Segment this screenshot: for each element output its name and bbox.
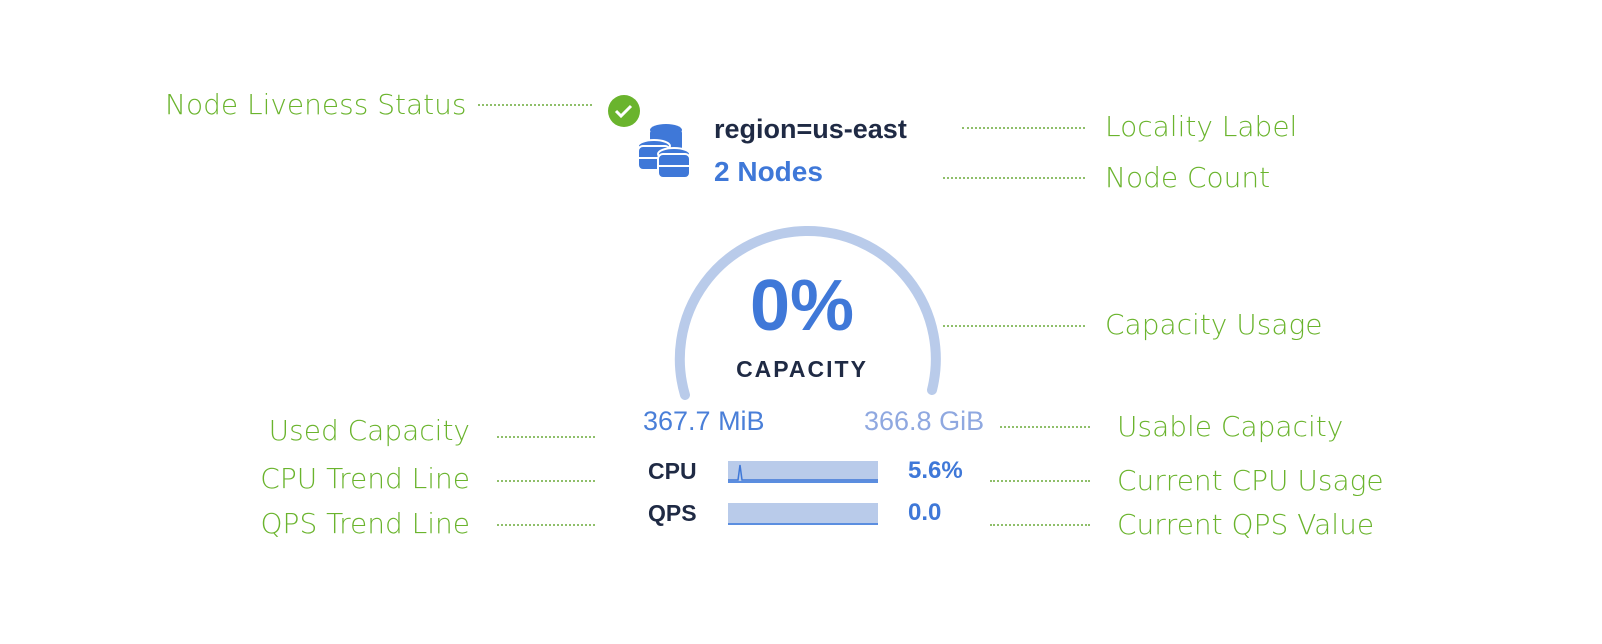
capacity-label: CAPACITY [736, 356, 868, 382]
used-capacity: 367.7 MiB [643, 406, 765, 436]
check-circle-icon [608, 95, 640, 127]
qps-value: 0.0 [908, 499, 942, 526]
leader-line [990, 524, 1090, 526]
annotation-capacity-usage: Capacity Usage [1105, 308, 1323, 341]
annotation-cpu-trend: CPU Trend Line [260, 462, 470, 495]
annotation-node-liveness: Node Liveness Status [165, 88, 467, 121]
usable-capacity: 366.8 GiB [864, 406, 985, 436]
qps-sparkline [728, 503, 878, 525]
leader-line [497, 436, 595, 438]
capacity-percent: 0% [749, 266, 855, 346]
leader-line [943, 325, 1085, 327]
leader-line [943, 177, 1085, 179]
leader-line [497, 524, 595, 526]
annotation-locality-label: Locality Label [1105, 110, 1298, 143]
database-icon [637, 124, 691, 179]
annotation-current-cpu: Current CPU Usage [1117, 464, 1384, 497]
annotation-used-capacity: Used Capacity [268, 414, 470, 447]
cpu-label: CPU [648, 458, 697, 484]
capacity-gauge [674, 225, 941, 400]
leader-line [990, 480, 1090, 482]
locality-label: region=us-east [714, 114, 907, 144]
annotation-node-count: Node Count [1105, 161, 1271, 194]
leader-line [1000, 426, 1090, 428]
leader-line [497, 480, 595, 482]
cpu-value: 5.6% [908, 457, 963, 484]
annotation-usable-capacity: Usable Capacity [1117, 410, 1344, 443]
leader-line [962, 127, 1085, 129]
node-count[interactable]: 2 Nodes [714, 156, 823, 187]
qps-label: QPS [648, 500, 697, 526]
annotation-current-qps: Current QPS Value [1117, 508, 1375, 541]
annotation-qps-trend: QPS Trend Line [260, 507, 470, 540]
leader-line [478, 104, 592, 106]
cpu-sparkline [728, 461, 878, 483]
